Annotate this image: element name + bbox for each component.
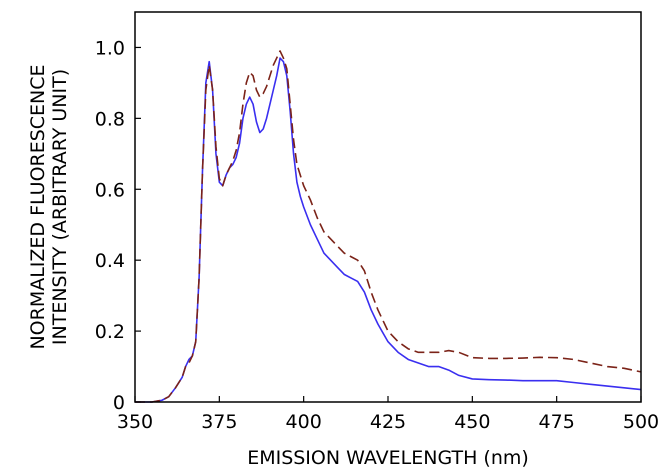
x-tick-label: 425 [370, 411, 406, 433]
series-line-2 [135, 50, 642, 403]
y-tick-label: 0.2 [95, 321, 125, 343]
x-tick-label: 475 [539, 411, 575, 433]
x-tick-label: 400 [286, 411, 322, 433]
y-tick-label: 1.0 [95, 37, 125, 59]
x-tick-label: 450 [454, 411, 490, 433]
x-tick-label: 375 [201, 411, 237, 433]
x-tick-label: 500 [623, 411, 659, 433]
series-layer [135, 50, 642, 403]
y-tick-label: 0.4 [95, 250, 125, 272]
y-axis-title-line-2: INTENSITY (ARBITRARY UNIT) [49, 69, 71, 345]
x-tick-label: 350 [117, 411, 153, 433]
y-axis-title-line-1: NORMALIZED FLUORESCENCE [27, 64, 49, 349]
x-axis-title: EMISSION WAVELENGTH (nm) [247, 447, 529, 469]
y-tick-label: 0.8 [95, 108, 125, 130]
tick-layer: 350 375 400 425 450 475 500 0 0.2 0.4 0.6 0.8 1.0 [95, 37, 659, 433]
series-line-1 [135, 57, 642, 403]
y-tick-label: 0.6 [95, 179, 125, 201]
y-tick-label: 0 [113, 392, 125, 414]
